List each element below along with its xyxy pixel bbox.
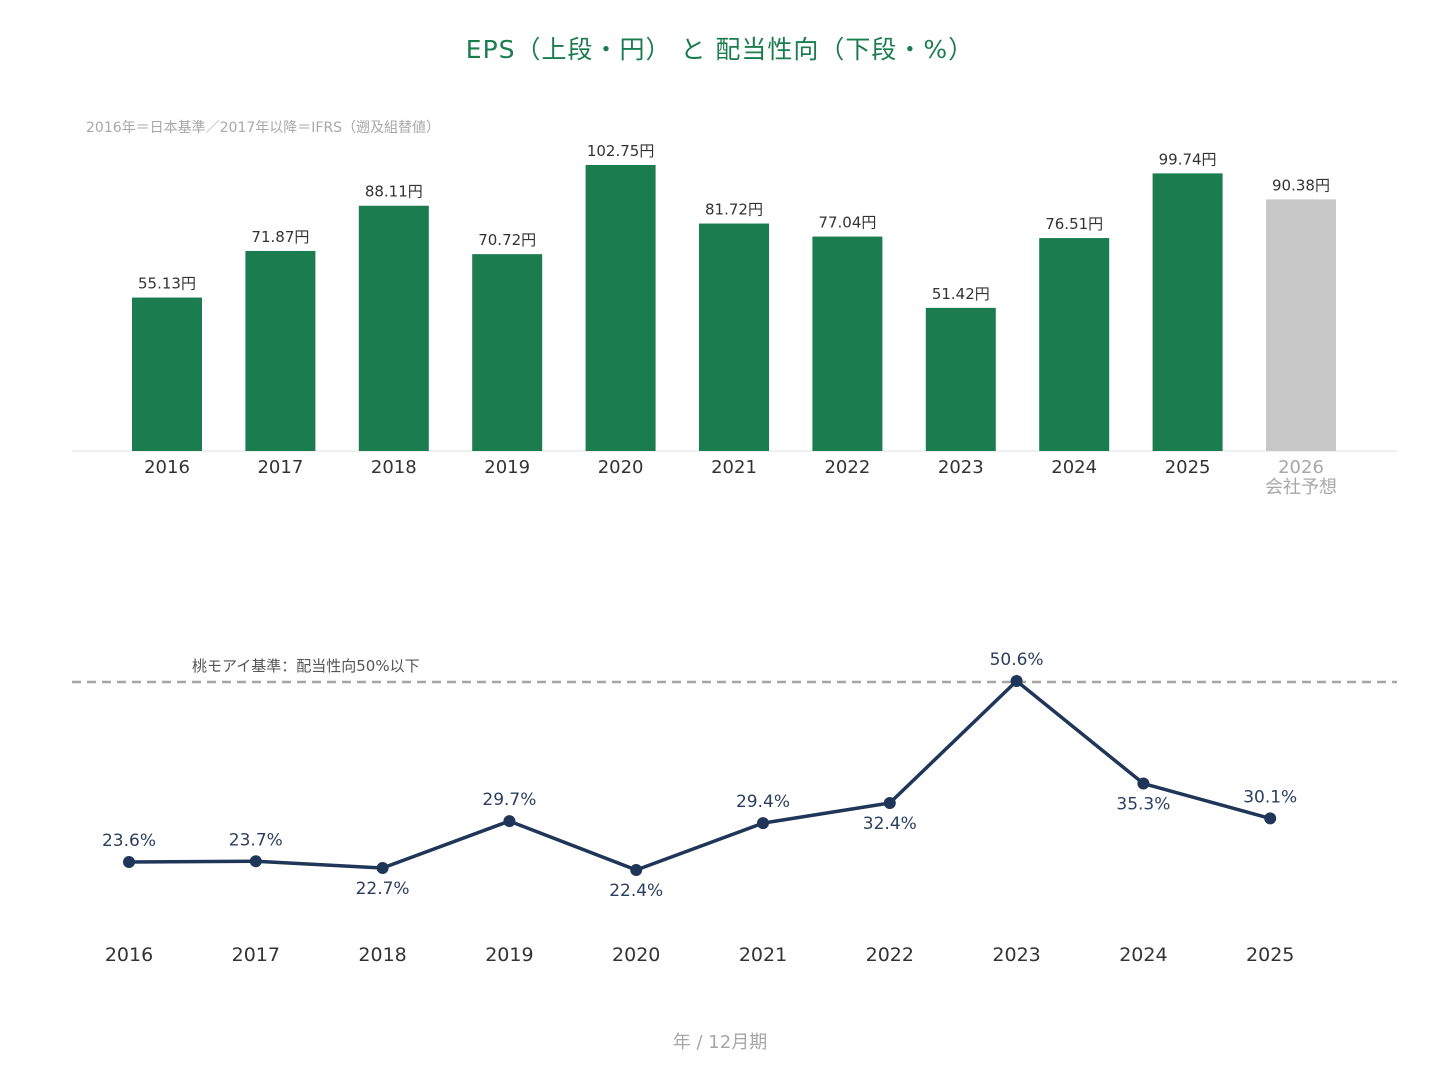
payout-x-tick-2021: 2021 <box>739 944 787 966</box>
payout-x-tick-2016: 2016 <box>105 944 153 966</box>
payout-value-label-2019: 29.7% <box>482 790 536 810</box>
payout-value-label-2018: 22.7% <box>356 879 410 899</box>
payout-ratio-line <box>128 679 1271 872</box>
eps-value-label-2026: 90.38円 <box>1272 176 1330 194</box>
eps-value-label-2024: 76.51円 <box>1045 215 1103 233</box>
payout-x-tick-2018: 2018 <box>358 944 406 966</box>
x-axis-unit-label: 年 / 12月期 <box>672 1032 768 1053</box>
payout-value-label-2016: 23.6% <box>102 831 156 851</box>
eps-bar-2020 <box>585 165 656 451</box>
payout-value-label-2020: 22.4% <box>609 881 663 901</box>
payout-value-label-2023: 50.6% <box>990 650 1044 670</box>
eps-x-tick-2021: 2021 <box>711 457 757 478</box>
eps-bar-2017 <box>245 250 316 451</box>
payout-x-tick-2020: 2020 <box>612 944 660 966</box>
eps-bar-2023 <box>925 307 996 451</box>
payout-value-label-2021: 29.4% <box>736 792 790 812</box>
eps-bar-2018 <box>358 205 429 451</box>
eps-value-label-2017: 71.87円 <box>251 228 309 246</box>
eps-bar-2024 <box>1039 238 1110 451</box>
payout-value-label-2024: 35.3% <box>1116 795 1170 815</box>
benchmark-note: 桃モアイ基準：配当性向50%以下 <box>192 657 420 675</box>
payout-x-tick-2025: 2025 <box>1246 944 1294 966</box>
payout-x-tick-2019: 2019 <box>485 944 533 966</box>
eps-x-tick-2020: 2020 <box>598 457 644 478</box>
payout-x-tick-2022: 2022 <box>866 944 914 966</box>
eps-x-tick-2017: 2017 <box>257 457 303 478</box>
eps-bar-2019 <box>472 254 543 451</box>
eps-x-tick-2024: 2024 <box>1051 457 1097 478</box>
eps-x-sublabel-2026: 会社予想 <box>1265 477 1337 498</box>
eps-value-label-2023: 51.42円 <box>932 285 990 303</box>
eps-bar-2025 <box>1152 173 1223 451</box>
eps-bar-2016 <box>132 297 202 451</box>
eps-bar-2022 <box>812 236 883 451</box>
payout-value-label-2017: 23.7% <box>229 830 283 850</box>
payout-point-2017 <box>249 855 262 868</box>
payout-point-2020 <box>630 864 643 876</box>
payout-point-2016 <box>123 855 135 868</box>
eps-x-tick-2025: 2025 <box>1165 457 1211 478</box>
eps-bar-2021 <box>699 223 769 451</box>
eps-bar-series: 55.13円 2016 71.87円 2017 88.11円 2018 70.72円 2019… <box>132 142 1337 498</box>
eps-x-tick-2016: 2016 <box>144 457 190 478</box>
eps-value-label-2019: 70.72円 <box>478 231 536 249</box>
eps-value-label-2021: 81.72円 <box>705 201 763 219</box>
eps-value-label-2022: 77.04円 <box>818 214 876 232</box>
payout-point-2025 <box>1264 812 1277 825</box>
payout-point-2021 <box>757 817 769 830</box>
chart-title: EPS（上段・円） と 配当性向（下段・%） <box>465 35 975 64</box>
eps-value-label-2016: 55.13円 <box>138 275 196 293</box>
payout-x-tick-2024: 2024 <box>1119 944 1167 966</box>
payout-point-2019 <box>503 815 516 828</box>
payout-point-2022 <box>883 796 896 809</box>
eps-x-tick-2026: 2026 <box>1278 457 1324 478</box>
accounting-standard-note: 2016年＝日本基準／2017年以降＝IFRS（遡及組替値） <box>86 120 441 136</box>
eps-x-tick-2022: 2022 <box>824 457 870 478</box>
payout-value-label-2025: 30.1% <box>1243 787 1297 807</box>
payout-point-2018 <box>376 861 389 874</box>
payout-value-label-2022: 32.4% <box>863 814 917 834</box>
payout-x-tick-2017: 2017 <box>232 944 280 966</box>
payout-ratio-series: 23.6% 2016 23.7% 2017 22.7% 2018 29.7% 2019 22.4… <box>72 650 1397 966</box>
eps-x-tick-2018: 2018 <box>371 457 417 478</box>
eps-value-label-2018: 88.11円 <box>365 183 423 201</box>
eps-x-tick-2019: 2019 <box>484 457 530 478</box>
eps-value-label-2020: 102.75円 <box>587 142 655 160</box>
payout-point-2023 <box>1010 675 1023 687</box>
eps-value-label-2025: 99.74円 <box>1159 150 1217 168</box>
eps-x-tick-2023: 2023 <box>938 457 984 478</box>
eps-bar-2026 <box>1266 199 1336 451</box>
payout-x-tick-2023: 2023 <box>992 944 1040 966</box>
payout-point-2024 <box>1137 777 1150 790</box>
